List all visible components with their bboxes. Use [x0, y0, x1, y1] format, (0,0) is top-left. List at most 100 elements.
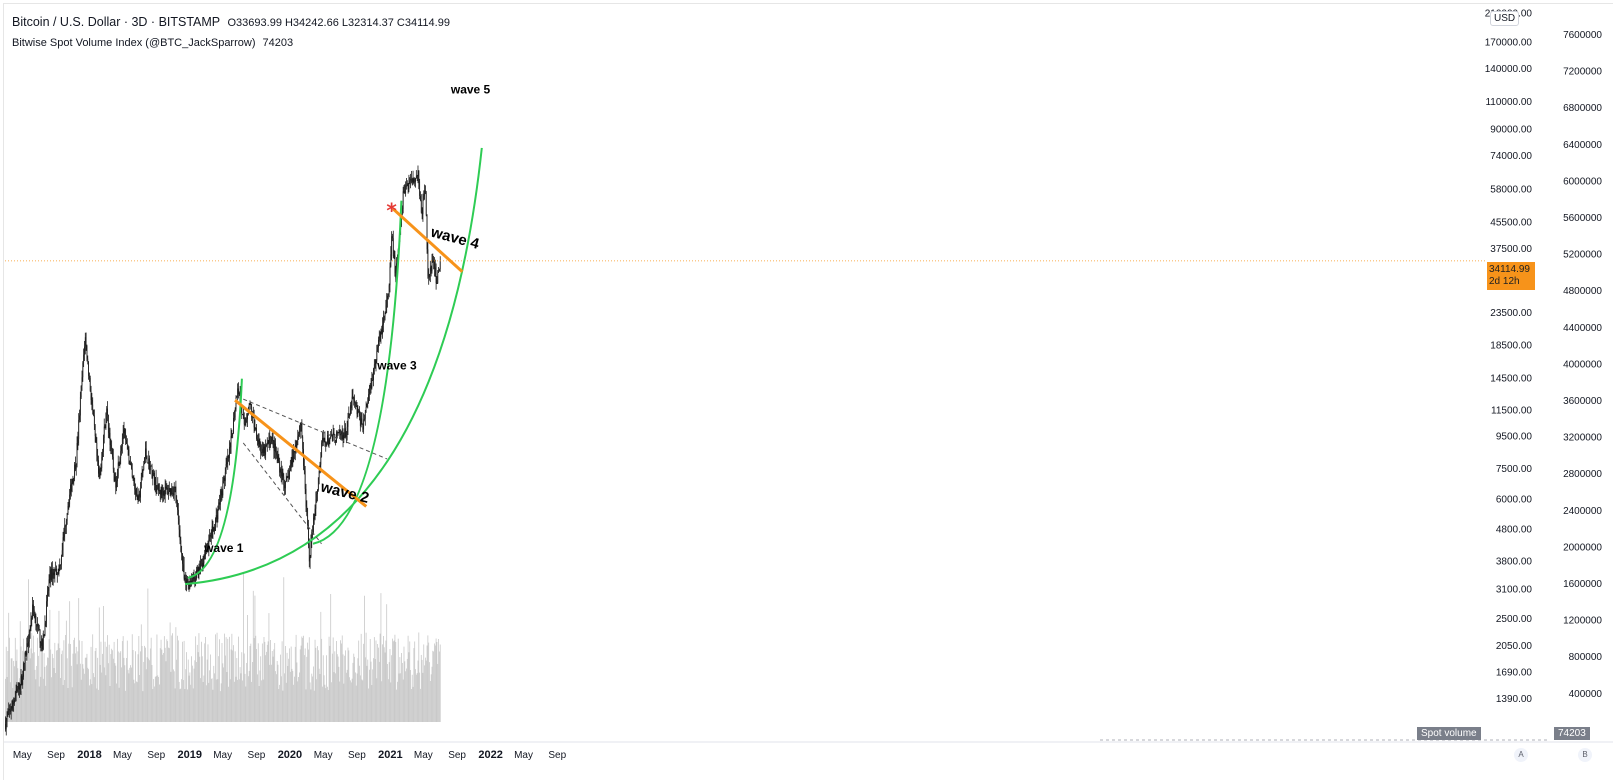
candle-body	[210, 534, 211, 537]
candle-body	[259, 443, 261, 445]
symbol-title[interactable]: Bitcoin / U.S. Dollar · 3D · BITSTAMP	[12, 15, 221, 29]
candle-body	[215, 519, 216, 531]
candle-body	[47, 590, 49, 593]
candle-body	[204, 554, 206, 556]
candle-body	[322, 438, 324, 441]
time-tick-label: 2020	[278, 749, 302, 761]
candle-body	[13, 702, 15, 705]
candle-body	[384, 312, 386, 317]
indicator-name[interactable]: Bitwise Spot Volume Index (@BTC_JackSpar…	[12, 37, 256, 49]
candle-body	[103, 438, 104, 452]
candle-body	[101, 456, 103, 469]
candle-body	[75, 464, 76, 470]
candle-body	[429, 267, 431, 275]
candle-body	[225, 464, 227, 472]
candle-body	[130, 462, 131, 465]
candle-body	[335, 441, 337, 443]
candle-body	[431, 260, 433, 272]
candle-body	[196, 570, 198, 572]
candle-body	[42, 634, 44, 650]
candle-body	[7, 713, 9, 717]
volume-tick-label: 4800000	[1563, 286, 1602, 297]
log-scale-button[interactable]: B	[1578, 748, 1592, 762]
candle-body	[24, 652, 26, 663]
candle-body	[271, 436, 273, 438]
candle-body	[173, 493, 174, 496]
candle-body	[33, 609, 35, 618]
volume-tick-label: 400000	[1569, 689, 1603, 700]
candle-body	[38, 625, 40, 630]
green-curve	[184, 147, 483, 586]
candle-body	[14, 696, 16, 700]
orange-trend-line	[234, 399, 368, 508]
candle-body	[238, 392, 240, 395]
candle-body	[242, 414, 243, 416]
candle-body	[48, 579, 50, 591]
candle-body	[380, 330, 382, 337]
candle-body	[228, 455, 229, 459]
price-tick-label: 1390.00	[1496, 694, 1533, 705]
candle-body	[46, 601, 47, 621]
candle-body	[187, 578, 188, 582]
candle-body	[339, 429, 341, 436]
candle-body	[59, 564, 61, 566]
candle-body	[284, 485, 285, 489]
candle-body	[324, 438, 326, 443]
candle-body	[137, 495, 139, 500]
candle-body	[415, 178, 416, 182]
candle-body	[178, 518, 180, 530]
candle-body	[247, 414, 248, 420]
candle-body	[230, 436, 232, 448]
price-tick-label: 90000.00	[1490, 124, 1532, 135]
volume-value-tag: 74203	[1554, 727, 1590, 740]
candle-body	[141, 472, 143, 478]
volume-tick-label: 2000000	[1563, 542, 1602, 553]
candle-body	[154, 477, 156, 485]
candle-body	[289, 465, 291, 471]
candle-body	[205, 546, 206, 556]
candle-body	[322, 438, 323, 443]
candle-body	[290, 464, 292, 466]
candle-body	[203, 554, 205, 564]
ohlc-values: O33693.99 H34242.66 L32314.37 C34114.99	[227, 17, 450, 29]
candle-body	[326, 442, 327, 446]
candle-body	[77, 438, 79, 444]
candle-body	[190, 580, 192, 582]
candle-body	[12, 700, 14, 705]
time-tick-label: Sep	[448, 750, 466, 761]
candle-body	[429, 274, 430, 278]
candle-body	[83, 354, 85, 363]
auto-scale-button[interactable]: A	[1514, 748, 1528, 762]
candle-body	[310, 541, 312, 557]
candle-body	[338, 429, 340, 434]
candle-body	[11, 700, 13, 709]
price-tick-label: 45500.00	[1490, 218, 1532, 229]
candle-body	[86, 345, 88, 359]
currency-badge[interactable]: USD	[1490, 11, 1520, 26]
candle-body	[427, 249, 429, 277]
candle-body	[236, 396, 238, 398]
candle-body	[421, 212, 423, 215]
candle-body	[390, 254, 392, 267]
candle-body	[55, 568, 57, 571]
candle-body	[250, 403, 252, 410]
candle-body	[148, 458, 150, 464]
candle-body	[212, 526, 214, 532]
candle-body	[261, 448, 263, 453]
candle-body	[154, 472, 155, 485]
candle-body	[257, 440, 259, 442]
candle-body	[206, 544, 208, 548]
volume-tick-label: 800000	[1569, 652, 1603, 663]
candle-body	[426, 214, 428, 250]
candle-body	[296, 445, 298, 447]
candle-body	[256, 428, 257, 439]
candle-body	[331, 434, 333, 442]
candle-body	[102, 451, 103, 457]
candle-body	[336, 432, 338, 434]
candle-body	[117, 462, 119, 477]
candle-body	[208, 539, 210, 550]
candle-body	[233, 417, 234, 434]
candle-body	[362, 423, 364, 430]
